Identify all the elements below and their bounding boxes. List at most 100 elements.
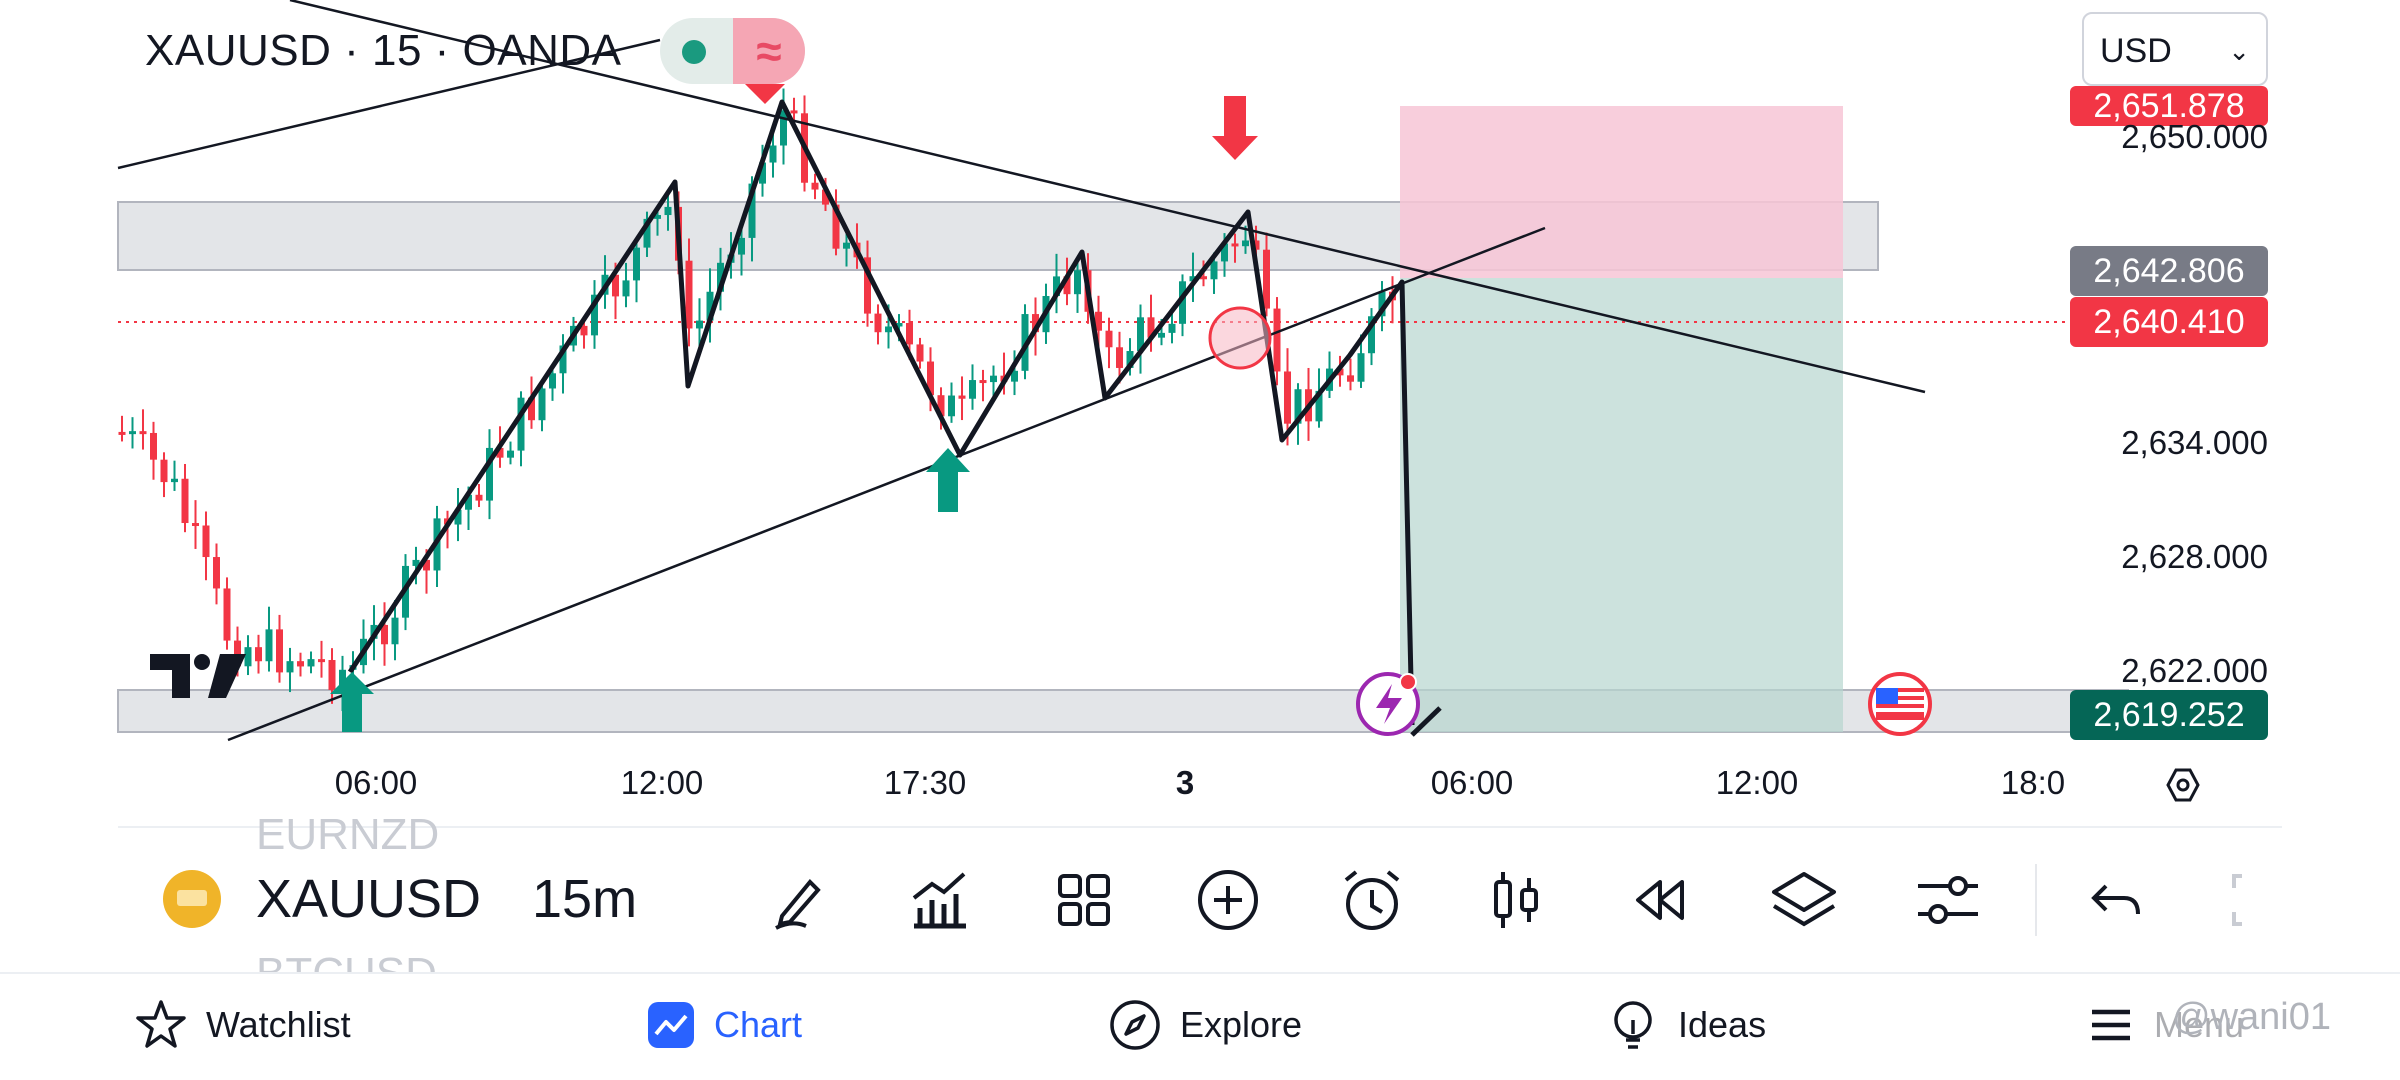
candle-up [990,375,997,383]
alarm-icon[interactable] [1336,868,1408,932]
candle-up [1126,351,1134,368]
lightbulb-icon [1614,1001,1652,1049]
candle-up [769,145,777,163]
sell-arrow-top [1212,96,1258,160]
candle-down [580,325,588,336]
buy-arrow-low [330,672,374,732]
candle-up [633,247,640,281]
bottom-nav-border [0,972,2400,974]
candle-up [885,326,892,333]
candle-up [1378,291,1386,317]
grid-icon[interactable] [1048,868,1120,932]
candle-up [738,237,745,255]
nav-watchlist[interactable]: Watchlist [134,990,351,1060]
candle-down [612,274,619,297]
lightning-event-icon [1356,672,1420,736]
toolbar-separator [2035,864,2037,936]
candle-up [286,661,294,673]
nav-ideas[interactable]: Ideas [1606,990,1766,1060]
undo-icon[interactable] [2082,868,2154,932]
candle-down [118,431,126,435]
candle-down [255,647,262,662]
ascending-channel-line [227,226,1546,742]
nav-chart[interactable]: Chart [646,990,802,1060]
candle-down [1105,330,1113,348]
candle-down [1263,249,1270,309]
time-label: 06:00 [334,764,418,801]
short-position-reward [1400,278,1843,732]
buy-arrow-mid [926,448,970,512]
candle-up [1168,323,1176,333]
candle-down [381,624,388,645]
candle-up [549,373,556,389]
replay-icon[interactable] [1624,868,1696,932]
layers-icon[interactable] [1768,868,1840,932]
currency-value: USD [2100,32,2172,70]
price-badge-current: 2,640.410 [2070,297,2268,347]
candle-up [664,206,672,216]
candle-down [832,204,840,249]
candle-down [937,395,945,417]
upper-trendline-left [117,38,661,170]
candle-up [1242,240,1249,247]
candle-down [958,395,966,399]
candle-up [1315,390,1323,422]
price-label: 2,650.000 [2121,118,2268,155]
candle-up [244,647,252,667]
candle-up [843,242,850,249]
candle-up [1221,243,1228,262]
symbol-prev[interactable]: EURNZD [256,810,440,850]
highlight-circle [1208,306,1272,370]
settings-sliders-icon[interactable] [1912,868,1984,932]
candle-down [685,260,693,329]
sell-marker-peak [745,84,785,104]
candle-up [412,559,420,566]
candle-down [297,661,304,667]
chart-symbol-title: XAUUSD · 15 · OANDA [145,26,622,75]
symbol-next[interactable]: BTCUSD [256,948,437,972]
candle-up [517,397,525,451]
candle-down [496,447,504,458]
candle-down [276,629,283,673]
indicators-icon[interactable] [904,868,976,932]
divider [118,826,2282,828]
candle-down [874,313,882,333]
candle-down [1147,317,1155,338]
candle-down [318,659,325,663]
interval-selector[interactable]: 15m [532,869,638,929]
price-badge-target: 2,619.252 [2070,690,2268,740]
fullscreen-icon[interactable] [2226,868,2276,932]
candle-down [1200,276,1207,280]
candle-up [895,323,903,327]
short-position-risk [1400,106,1843,278]
candle-down [528,397,535,421]
nav-label: Watchlist [206,1004,351,1045]
nav-menu[interactable]: Menu [2086,990,2244,1060]
candle-down [1284,371,1291,424]
tradingview-logo [150,654,246,698]
time-label: 17:30 [883,764,967,801]
candle-down [328,660,336,690]
currency-select[interactable]: USD ⌄ [2082,12,2268,86]
candle-up [1053,276,1060,297]
pencil-icon[interactable] [762,868,834,932]
hamburger-icon [2092,1009,2130,1041]
nav-explore[interactable]: Explore [1108,990,1302,1060]
candle-down [1252,240,1260,250]
candle-down [822,189,829,205]
candle-down [1032,314,1039,333]
candle-up [654,215,661,219]
candle-up [1179,281,1186,324]
candle-up [1011,370,1018,382]
candle-down [979,380,987,384]
candle-up [622,280,630,297]
candle-up [748,183,756,238]
market-status-pill[interactable]: ≈ [660,18,805,84]
candle-up [696,320,703,329]
candles-icon[interactable] [1480,868,1552,932]
add-icon[interactable] [1192,868,1264,932]
candle-down [864,257,871,314]
symbol-name[interactable]: XAUUSD [256,869,482,929]
candle-down [906,323,913,345]
